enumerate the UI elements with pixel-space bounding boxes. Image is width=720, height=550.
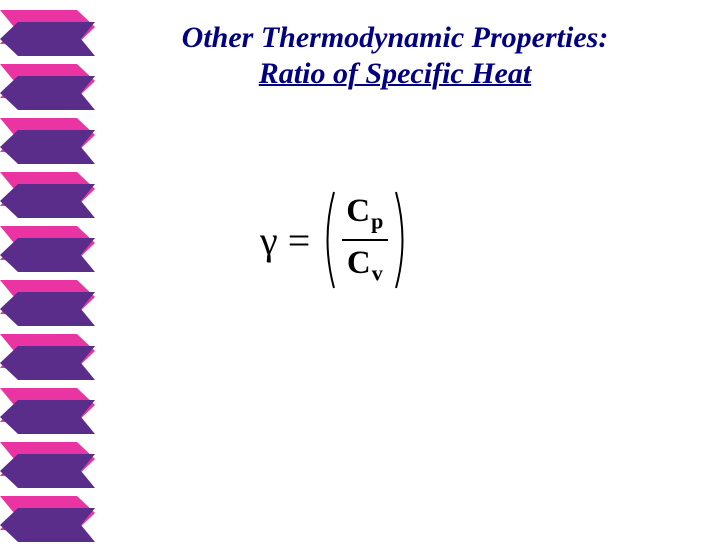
denominator-sub: v	[372, 261, 384, 286]
left-paren-icon	[318, 190, 338, 290]
numerator-sub: p	[371, 209, 384, 234]
denominator-base: C	[347, 245, 372, 281]
fraction-denominator: Cv	[343, 243, 388, 287]
ribbon-front-arrow	[0, 346, 95, 385]
ribbon-front-arrow	[0, 400, 95, 439]
slide-title: Other Thermodynamic Properties: Ratio of…	[100, 20, 690, 92]
ribbon-pair	[0, 280, 105, 330]
ribbon-pair	[0, 64, 105, 114]
equation-fraction: Cp Cv	[342, 193, 388, 286]
ribbon-front-arrow	[0, 238, 95, 277]
equation-lhs: γ	[260, 217, 278, 264]
decorative-ribbon-stack	[0, 10, 105, 550]
equation-relation: =	[288, 217, 311, 264]
ribbon-front-arrow	[0, 22, 95, 61]
equation: γ = Cp Cv	[260, 190, 412, 290]
ribbon-front-arrow	[0, 508, 95, 547]
numerator-base: C	[346, 193, 371, 229]
fraction-bar	[342, 239, 388, 241]
ribbon-front-arrow	[0, 454, 95, 493]
title-line-2: Ratio of Specific Heat	[100, 56, 690, 92]
ribbon-pair	[0, 10, 105, 60]
ribbon-pair	[0, 334, 105, 384]
title-line-1: Other Thermodynamic Properties:	[100, 20, 690, 56]
equation-paren-group: Cp Cv	[318, 190, 412, 290]
ribbon-pair	[0, 172, 105, 222]
ribbon-front-arrow	[0, 184, 95, 223]
ribbon-pair	[0, 226, 105, 276]
ribbon-pair	[0, 442, 105, 492]
ribbon-pair	[0, 496, 105, 546]
ribbon-front-arrow	[0, 76, 95, 115]
fraction-numerator: Cp	[342, 193, 388, 237]
ribbon-front-arrow	[0, 130, 95, 169]
ribbon-pair	[0, 118, 105, 168]
ribbon-front-arrow	[0, 292, 95, 331]
ribbon-pair	[0, 388, 105, 438]
right-paren-icon	[392, 190, 412, 290]
